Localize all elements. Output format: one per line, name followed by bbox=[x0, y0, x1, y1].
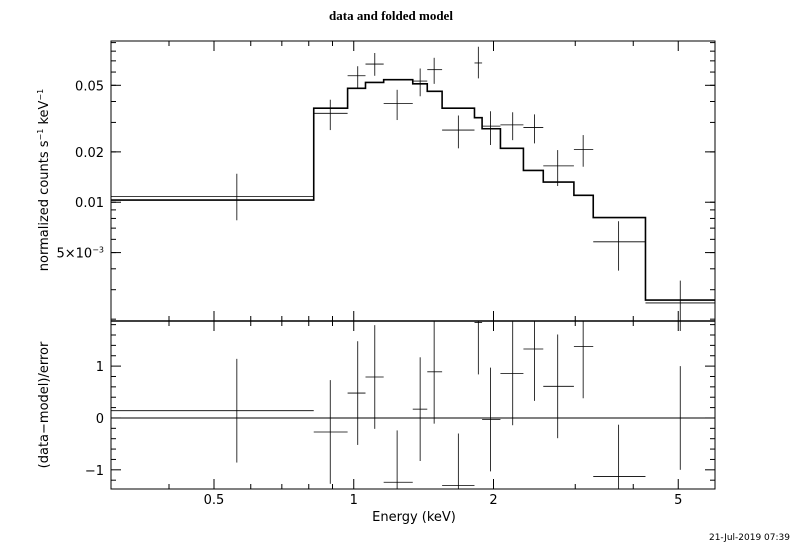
data-point bbox=[482, 111, 501, 145]
data-point bbox=[442, 115, 475, 149]
timestamp: 21-Jul-2019 07:39 bbox=[709, 533, 790, 542]
data-point bbox=[645, 280, 715, 331]
residual-point bbox=[523, 321, 544, 401]
res-y-tick-label: 0 bbox=[96, 412, 104, 427]
data-point bbox=[383, 89, 413, 121]
x-tick-label: 2 bbox=[489, 493, 497, 508]
top-y-axis-label: normalized counts s−1 keV−1 bbox=[36, 89, 52, 271]
residual-point bbox=[474, 321, 483, 375]
residual-point bbox=[313, 380, 348, 484]
residual-point bbox=[427, 321, 443, 424]
data-point bbox=[523, 114, 544, 144]
chart-title: data and folded model bbox=[329, 8, 453, 23]
residual-point bbox=[111, 358, 314, 463]
data-point bbox=[412, 68, 428, 97]
residual-point bbox=[347, 341, 366, 445]
residual-point bbox=[412, 357, 428, 461]
residual-point bbox=[442, 433, 475, 489]
residual-point bbox=[365, 325, 384, 429]
y-tick-label-text: 0.01 bbox=[75, 196, 104, 211]
y-tick-label: 0.01 bbox=[75, 196, 104, 211]
res-y-tick-label: −1 bbox=[85, 464, 104, 479]
x-tick-label: 0.5 bbox=[204, 493, 225, 508]
x-axis-label: Energy (keV) bbox=[372, 510, 456, 525]
residual-point bbox=[383, 430, 413, 489]
y-tick-label-text: 0.02 bbox=[75, 146, 104, 161]
data-point bbox=[347, 66, 366, 89]
data-point bbox=[500, 112, 524, 141]
y-tick-label: 5×10−3 bbox=[56, 246, 104, 262]
data-point bbox=[427, 57, 443, 84]
residual-point bbox=[573, 321, 594, 399]
model-step-line bbox=[111, 78, 715, 301]
data-point bbox=[313, 99, 348, 131]
residual-panel: 0.5 1 2 5 −1 0 1 bbox=[85, 320, 716, 508]
data-point bbox=[593, 221, 646, 271]
residual-point bbox=[593, 424, 646, 489]
y-tick-label: 0.02 bbox=[75, 146, 104, 161]
bottom-y-axis-label: (data−model)/error bbox=[37, 341, 52, 468]
data-point bbox=[365, 52, 384, 76]
data-point bbox=[573, 135, 594, 167]
residual-point bbox=[482, 367, 501, 472]
y-tick-label: 0.05 bbox=[75, 79, 104, 94]
x-tick-label: 1 bbox=[350, 493, 358, 508]
y-tick-label-text: 5×10 bbox=[56, 247, 92, 262]
data-point bbox=[111, 173, 314, 221]
top-panel: 5×10−3 0.01 0.02 0.05 bbox=[56, 40, 716, 331]
res-y-tick-label: 1 bbox=[96, 360, 104, 375]
data-point bbox=[474, 46, 483, 79]
bottom-panel-frame bbox=[110, 320, 716, 490]
y-tick-label-sup: −3 bbox=[92, 246, 104, 255]
data-point bbox=[543, 150, 574, 187]
residual-point bbox=[645, 366, 715, 470]
residual-point bbox=[543, 334, 574, 439]
y-tick-label-text: 0.05 bbox=[75, 79, 104, 94]
residual-point bbox=[500, 321, 524, 426]
x-tick-label: 5 bbox=[674, 493, 682, 508]
